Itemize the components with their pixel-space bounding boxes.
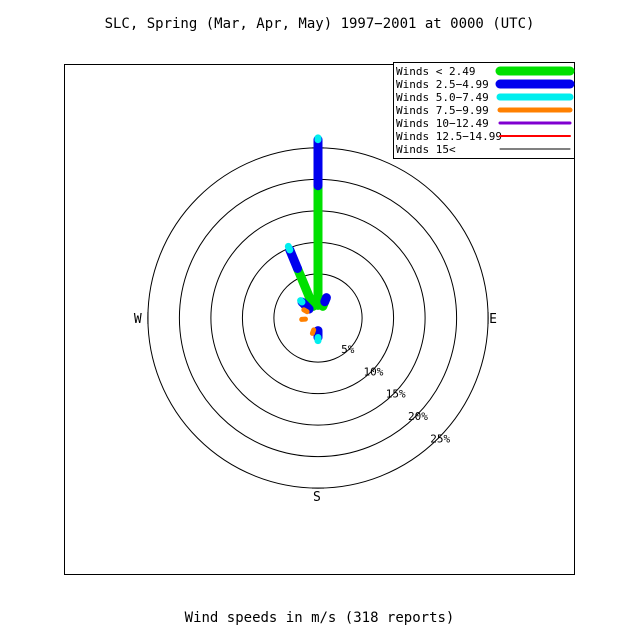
legend-label-4: Winds 10−12.49 xyxy=(396,117,489,130)
spoke-337.5-bin-1 xyxy=(293,264,318,311)
ring-label-5: 5% xyxy=(341,343,355,356)
spoke-315-bin-3 xyxy=(297,297,306,306)
ring-label-15: 15% xyxy=(386,388,406,401)
ring-label-20: 20% xyxy=(408,410,428,423)
legend-label-6: Winds 15< xyxy=(396,143,456,156)
spoke-300-bin-4 xyxy=(301,307,310,315)
ring-label-25: 25% xyxy=(430,432,450,445)
spoke-22.5-bin-2 xyxy=(320,293,331,307)
legend-label-5: Winds 12.5−14.99 xyxy=(396,130,502,143)
plot-frame xyxy=(64,64,575,575)
spoke-200-bin-4 xyxy=(309,327,317,336)
legend-label-2: Winds 5.0−7.49 xyxy=(396,91,489,104)
spoke-337.5-bin-3 xyxy=(284,242,294,254)
chart-title: SLC, Spring (Mar, Apr, May) 1997−2001 at… xyxy=(104,16,535,32)
legend-label-0: Winds < 2.49 xyxy=(396,65,475,78)
compass-label-W: W xyxy=(134,312,142,327)
legend-label-1: Winds 2.5−4.99 xyxy=(396,78,489,91)
ring-label-10: 10% xyxy=(363,365,383,378)
legend-label-3: Winds 7.5−9.99 xyxy=(396,104,489,117)
x-axis-caption: Wind speeds in m/s (318 reports) xyxy=(184,610,455,626)
compass-label-E: E xyxy=(489,312,497,327)
compass-label-S: S xyxy=(313,490,321,505)
